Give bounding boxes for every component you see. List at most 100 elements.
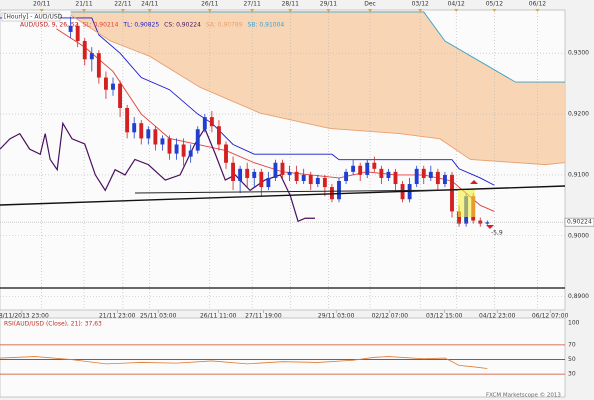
price-label: 0,90224 — [567, 219, 592, 226]
candle-body — [174, 144, 179, 154]
candle-body — [428, 171, 433, 178]
x-tick-label: 26/11 11:00 — [200, 313, 237, 320]
y-tick-label: 0,9100 — [568, 171, 589, 178]
series-line — [0, 121, 315, 223]
tick-marker — [39, 9, 44, 12]
candle-body — [202, 117, 207, 130]
candle-body — [379, 168, 384, 178]
candle-body — [457, 211, 462, 224]
candle-body — [414, 168, 419, 185]
candle-body — [238, 168, 243, 181]
series-line — [0, 17, 495, 186]
candle-body — [421, 168, 426, 178]
candle-body — [111, 83, 115, 90]
x-tick-label-top: 21/11 — [75, 1, 92, 8]
candle-body — [195, 129, 200, 151]
tick-marker — [82, 9, 87, 12]
tick-marker — [147, 9, 152, 12]
candle-body — [125, 107, 130, 133]
x-tick-label: 03/12 15:00 — [426, 313, 463, 320]
cloud-layer — [70, 11, 565, 165]
candle-body — [450, 174, 454, 212]
candle-body — [89, 53, 94, 60]
footer: FXCM Marketscope © 2013 — [486, 392, 561, 399]
candle-body — [280, 162, 285, 175]
x-tick-label: 21/11 23:00 — [99, 313, 136, 320]
candle-body — [344, 171, 349, 181]
candle-body — [351, 165, 356, 172]
candle-body — [358, 165, 363, 175]
x-tick-label-top: 06/12 — [529, 1, 546, 8]
candle-body — [68, 25, 73, 32]
plot-layer: 0,9300 0,9200 0,9100 0,9000 0,8900 20/11 21/11… — [0, 1, 594, 378]
x-tick-label: 18/11/2013 23:00 — [0, 313, 49, 320]
candle-body — [273, 162, 278, 178]
rsi-panel — [0, 317, 566, 398]
candle-body — [245, 168, 250, 178]
rsi-title: RSI(AUD/USD (Close), 21): 37,63 — [4, 321, 102, 328]
candle-body — [75, 25, 80, 42]
candle-body — [160, 138, 165, 145]
price-box — [564, 217, 594, 227]
trend-line — [134, 189, 461, 194]
candle-body — [231, 162, 236, 181]
candle-body — [216, 126, 221, 145]
candle-body — [393, 171, 398, 185]
highlight-box — [458, 190, 475, 217]
x-tick-label-top: 05/12 — [486, 1, 503, 8]
header-title: [Hourly] - AUD/USD — [4, 14, 63, 21]
candle-body — [209, 117, 214, 127]
candle-body — [153, 129, 158, 145]
candle-body — [386, 171, 391, 178]
candle-body — [181, 144, 186, 157]
x-tick-label: 25/11 03:00 — [140, 313, 177, 320]
candle-body — [287, 171, 292, 175]
candle-body — [103, 77, 108, 90]
series-line — [70, 11, 565, 83]
legend-title: AUD/USD, 9, 26, 52 — [20, 22, 79, 29]
x-tick-label: 02/12 07:00 — [372, 313, 409, 320]
y-tick-label: 30 — [568, 371, 576, 378]
candle-body — [308, 174, 313, 185]
candle-body — [485, 222, 490, 224]
y-tick-label: 0,9000 — [568, 232, 589, 239]
tick-marker — [418, 9, 423, 12]
candle-body — [322, 177, 327, 188]
tick-marker — [288, 9, 293, 12]
trend-line — [0, 185, 566, 206]
tick-marker — [120, 9, 125, 12]
candle-body — [224, 144, 228, 163]
candle-body — [442, 174, 447, 185]
tick-marker — [535, 9, 540, 12]
candle-body — [259, 171, 264, 188]
y-tick-label: 100 — [568, 320, 580, 327]
tick-marker — [250, 9, 255, 12]
x-tick-label-top: Dec — [364, 1, 376, 8]
header-box — [1, 12, 61, 22]
tick-marker — [454, 9, 459, 12]
x-tick-label-top: 04/12 — [448, 1, 465, 8]
candle-body — [188, 150, 193, 157]
candle-body — [139, 123, 144, 139]
candle-body — [372, 162, 377, 169]
legend-entry: SA: 0,90789 — [206, 22, 243, 29]
candle-body — [146, 129, 151, 139]
x-tick-label-top: 22/11 — [114, 1, 131, 8]
candle-body — [435, 171, 440, 185]
y-tick-label: 50 — [568, 356, 576, 363]
x-tick-label: 06/12 07:00 — [532, 313, 569, 320]
legend-entry: SB: 0,91004 — [248, 22, 285, 29]
x-tick-label: 04/12 23:00 — [479, 313, 516, 320]
tick-marker — [207, 9, 212, 12]
candle-body — [252, 171, 257, 178]
y-tick-label: 0,9200 — [568, 111, 589, 118]
candle-body — [82, 41, 87, 60]
x-tick-label-top: 27/11 — [243, 1, 260, 8]
candle-body — [132, 123, 137, 133]
legend-entry: SL: 0,90214 — [83, 22, 119, 29]
tick-marker — [368, 9, 373, 12]
candle-body — [266, 177, 271, 188]
y-tick-label: 0,9300 — [568, 50, 589, 57]
candle-body — [118, 83, 123, 108]
